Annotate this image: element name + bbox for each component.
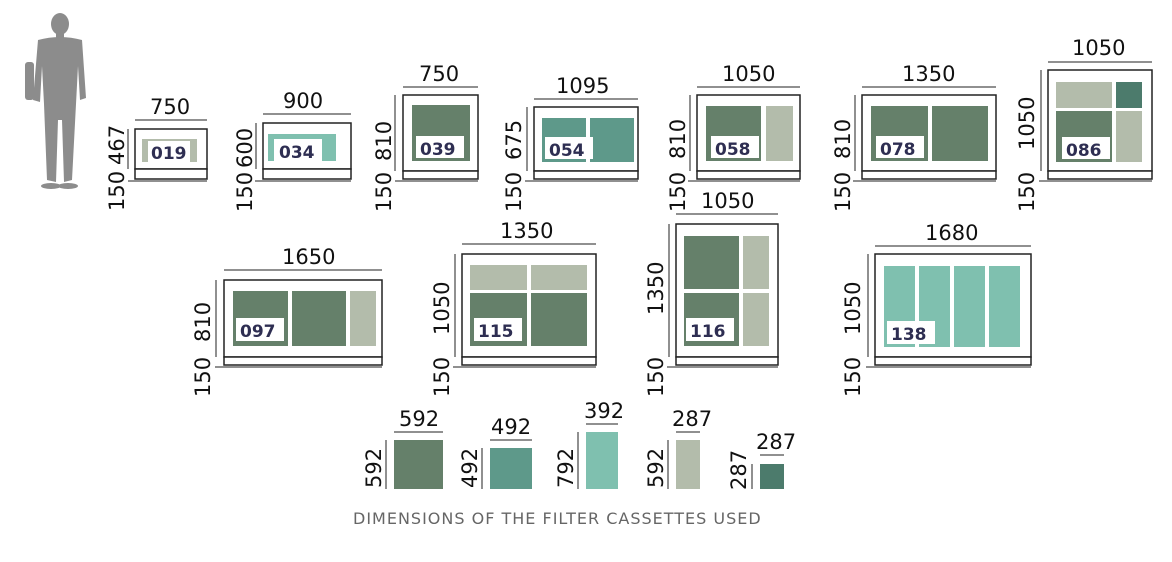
base-label: 150 xyxy=(831,172,855,212)
width-label: 1050 xyxy=(722,62,775,86)
cassette-height-label: 592 xyxy=(644,448,668,488)
unit-code: 097 xyxy=(240,322,276,342)
cassette-width-label: 592 xyxy=(399,407,439,431)
width-label: 1350 xyxy=(902,62,955,86)
base-label: 150 xyxy=(105,171,129,211)
width-label: 1680 xyxy=(925,221,978,245)
height-label: 810 xyxy=(666,119,690,159)
cassette-width-label: 492 xyxy=(491,415,531,439)
unit-034: 034 900 600 150 xyxy=(233,89,352,212)
height-label: 1050 xyxy=(841,282,865,335)
cassette-width-label: 287 xyxy=(756,430,796,454)
unit-039: 039 750 810 150 xyxy=(372,62,479,212)
base-label: 150 xyxy=(841,357,865,397)
height-label: 810 xyxy=(831,119,855,159)
cassette-width-label: 287 xyxy=(672,407,712,431)
unit-code: 034 xyxy=(279,143,315,163)
unit-078: 078 1350 810 150 xyxy=(831,62,997,212)
unit-code: 086 xyxy=(1066,141,1102,161)
unit-054: 054 1095 675 150 xyxy=(502,74,639,212)
height-label: 810 xyxy=(372,121,396,161)
cassette-287x592: 287 592 xyxy=(644,407,712,489)
base-label: 150 xyxy=(372,172,396,212)
unit-115: 115 1350 1050 150 xyxy=(430,219,597,397)
width-label: 1050 xyxy=(1072,36,1125,60)
height-label: 1050 xyxy=(430,282,454,335)
width-label: 1095 xyxy=(556,74,609,98)
cassette-width-label: 392 xyxy=(584,399,624,423)
unit-code: 039 xyxy=(420,140,456,160)
unit-019: 019 750 467 150 xyxy=(105,95,208,211)
base-label: 150 xyxy=(191,357,215,397)
cassette-height-label: 492 xyxy=(458,448,482,488)
unit-code: 115 xyxy=(478,322,514,342)
width-label: 1050 xyxy=(701,189,754,213)
unit-code: 019 xyxy=(151,144,187,164)
base-label: 150 xyxy=(233,172,257,212)
person-silhouette-icon xyxy=(25,13,86,189)
cassette-height-label: 792 xyxy=(554,448,578,488)
height-label: 1350 xyxy=(644,262,668,315)
width-label: 750 xyxy=(150,95,190,119)
unit-code: 058 xyxy=(715,140,751,160)
base-label: 150 xyxy=(502,172,526,212)
base-label: 150 xyxy=(644,357,668,397)
width-label: 1350 xyxy=(500,219,553,243)
height-label: 810 xyxy=(191,302,215,342)
cassette-592x592: 592 592 xyxy=(362,407,443,489)
unit-code: 138 xyxy=(891,325,927,345)
height-label: 600 xyxy=(233,128,257,168)
cassette-492x492: 492 492 xyxy=(458,415,532,489)
base-label: 150 xyxy=(1015,172,1039,212)
width-label: 750 xyxy=(419,62,459,86)
unit-116: 116 1050 1350 150 xyxy=(644,189,779,397)
unit-097: 097 1650 810 150 xyxy=(191,245,383,397)
unit-code: 054 xyxy=(549,141,585,161)
cassette-height-label: 287 xyxy=(727,450,751,490)
unit-138: 138 1680 1050 150 xyxy=(841,221,1032,397)
unit-code: 116 xyxy=(690,322,726,342)
height-label: 467 xyxy=(105,125,129,165)
caption: DIMENSIONS OF THE FILTER CASSETTES USED xyxy=(353,509,762,528)
cassette-287x287: 287 287 xyxy=(727,430,796,490)
height-label: 1050 xyxy=(1015,97,1039,150)
height-label: 675 xyxy=(502,120,526,160)
unit-058: 058 1050 810 150 xyxy=(666,62,801,212)
base-label: 150 xyxy=(430,357,454,397)
width-label: 900 xyxy=(283,89,323,113)
cassette-height-label: 592 xyxy=(362,448,386,488)
base-label: 150 xyxy=(666,172,690,212)
cassette-392x792: 392 792 xyxy=(554,399,624,489)
width-label: 1650 xyxy=(282,245,335,269)
unit-code: 078 xyxy=(880,140,916,160)
unit-086: 086 1050 1050 150 xyxy=(1015,36,1153,212)
